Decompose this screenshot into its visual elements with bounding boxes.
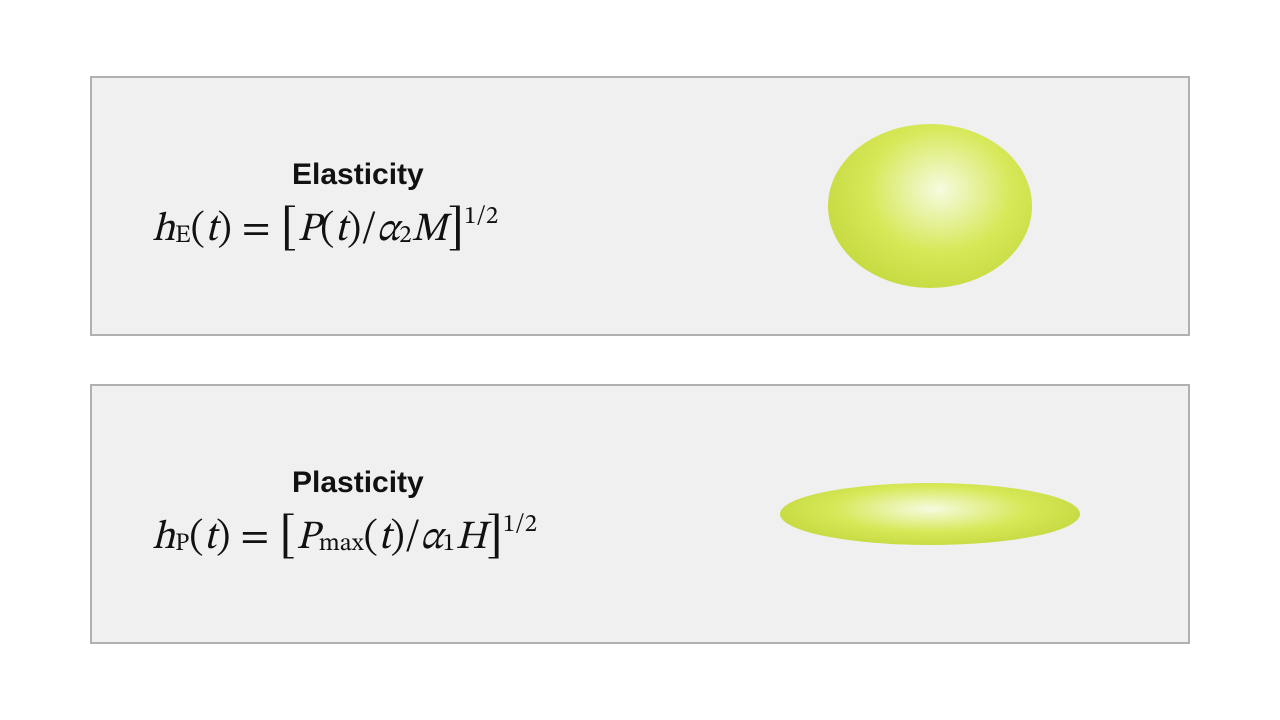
elasticity-title: Elasticity [292, 158, 712, 192]
elasticity-blob-icon [828, 124, 1032, 288]
plasticity-visual [712, 406, 1148, 622]
plasticity-panel: Plasticity hP(t) = [Pmax(t)/α1H]1/2 [90, 384, 1190, 644]
plasticity-title: Plasticity [292, 466, 712, 500]
plasticity-blob-icon [780, 483, 1080, 545]
elasticity-equation: hE(t) = [P(t)/α2M]1/2 [152, 206, 712, 254]
elasticity-visual [712, 98, 1148, 314]
plasticity-text-block: Plasticity hP(t) = [Pmax(t)/α1H]1/2 [152, 466, 712, 562]
elasticity-text-block: Elasticity hE(t) = [P(t)/α2M]1/2 [152, 158, 712, 254]
plasticity-equation: hP(t) = [Pmax(t)/α1H]1/2 [152, 514, 712, 562]
elasticity-panel: Elasticity hE(t) = [P(t)/α2M]1/2 [90, 76, 1190, 336]
